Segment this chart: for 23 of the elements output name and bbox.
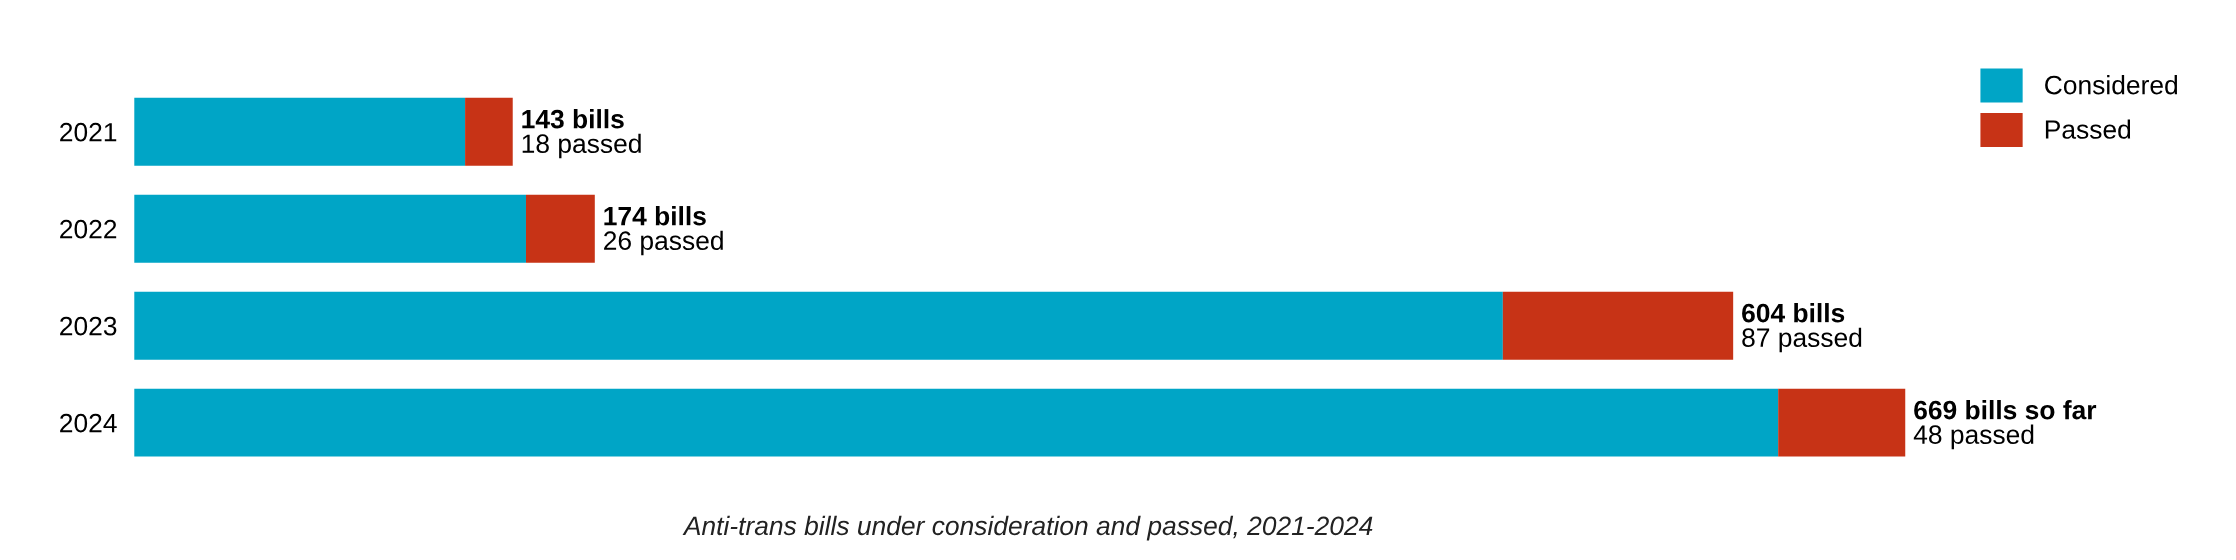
bar [525, 194, 595, 263]
bar [1502, 291, 1734, 360]
total-label: 669 bills so far [1914, 400, 2097, 420]
bar [465, 97, 513, 166]
bar [134, 194, 526, 263]
y-tick-label: 2024 [60, 413, 117, 433]
bar [134, 97, 466, 166]
legend-label: Passed [2045, 119, 2131, 139]
text: Anti-trans bills under consideration and passed, 2021-2024 [682, 515, 1373, 541]
bar [134, 388, 1779, 457]
data-label: 18 passed [522, 133, 641, 159]
legend-label: Considered [2045, 75, 2178, 95]
data-label: 26 passed [604, 230, 723, 256]
y-tick-label: 2021 [60, 122, 117, 142]
y-tick-label: 2022 [60, 219, 117, 239]
total-label: 604 bills [1742, 303, 1845, 323]
bar [134, 291, 1503, 360]
total-label: 174 bills [604, 206, 706, 226]
bar [1778, 388, 1906, 457]
data-label: 48 passed [1913, 424, 2034, 450]
total-label: 143 bills [522, 109, 624, 129]
y-tick-label: 2023 [60, 316, 117, 336]
data-label: 87 passed [1742, 327, 1862, 353]
